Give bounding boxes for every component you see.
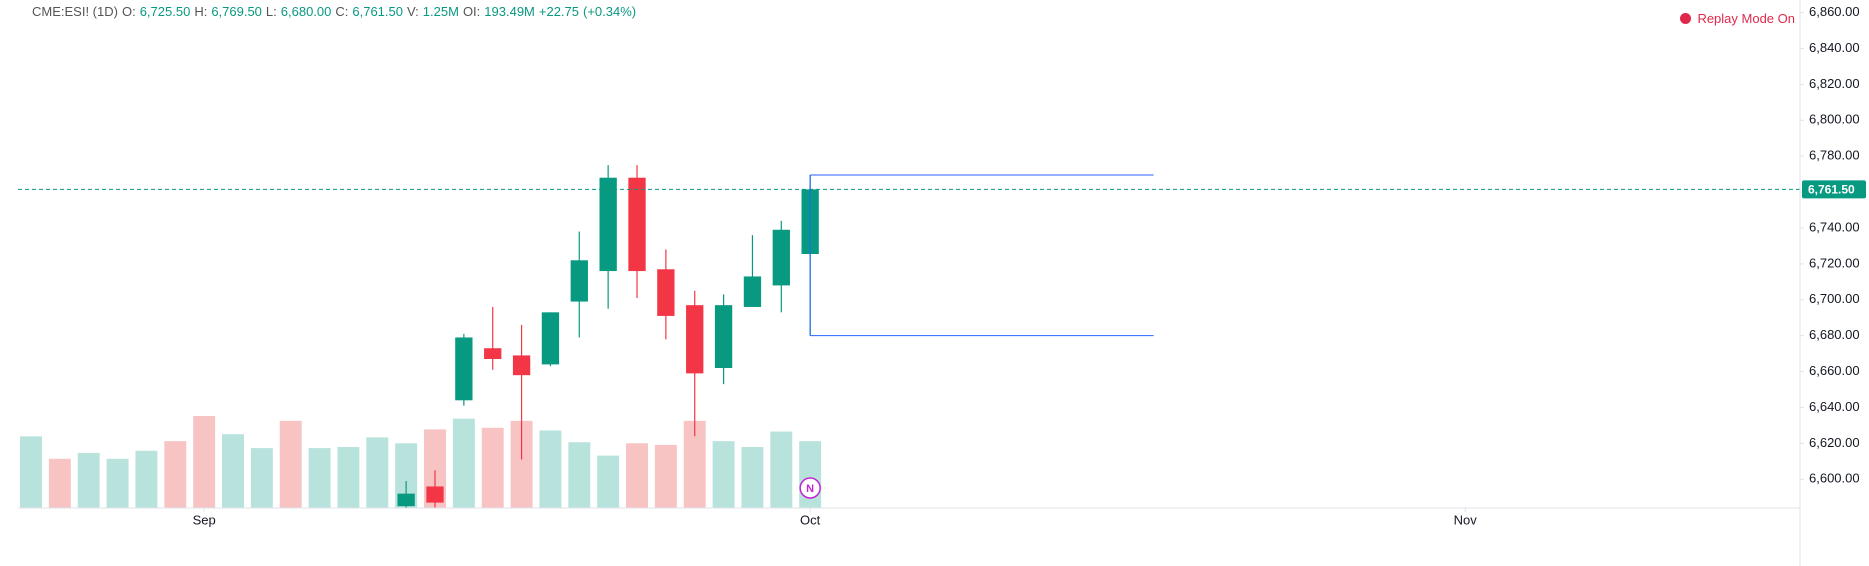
candle-body	[397, 493, 415, 507]
volume-bar	[135, 450, 158, 508]
legend-text: O:	[121, 4, 136, 19]
y-tick-label: 6,600.00	[1809, 471, 1860, 486]
volume-bar	[279, 420, 302, 508]
legend-text: CME:ESI! (1D)	[32, 4, 118, 19]
volume-bar	[683, 420, 706, 508]
legend-text: (+0.34%)	[583, 4, 637, 19]
volume-bar	[366, 437, 389, 508]
volume-bar	[164, 441, 187, 508]
volume-bar	[481, 427, 504, 508]
candle-body	[772, 229, 790, 286]
x-tick-label: Oct	[800, 512, 821, 527]
volume-bar	[510, 420, 533, 508]
volume-bar	[568, 442, 591, 508]
candle-body	[714, 305, 733, 368]
candle-body	[686, 305, 704, 374]
candle-body	[455, 337, 473, 401]
legend-text: 6,725.50	[139, 4, 191, 19]
volume-bar	[77, 452, 100, 508]
volume-bar	[250, 448, 273, 508]
candle-body	[570, 260, 588, 302]
y-tick-label: 6,860.00	[1809, 4, 1860, 19]
volume-bar	[20, 436, 42, 508]
y-tick-label: 6,640.00	[1809, 399, 1860, 414]
volume-bar	[337, 447, 360, 508]
volume-bar	[626, 443, 648, 508]
y-tick-label: 6,680.00	[1809, 327, 1860, 342]
legend-text: 193.49M	[484, 4, 535, 19]
candle-body	[512, 355, 531, 376]
volume-bar	[395, 443, 418, 508]
legend-text: OI:	[462, 4, 481, 19]
replay-status[interactable]: Replay Mode On	[1680, 11, 1795, 26]
volume-bar	[308, 448, 331, 508]
legend-text: H:	[194, 4, 208, 19]
volume-bar	[539, 430, 562, 508]
candle-body	[599, 177, 617, 272]
last-price-label: 6,761.50	[1808, 183, 1855, 197]
event-marker	[799, 477, 821, 499]
y-tick-label: 6,620.00	[1809, 435, 1860, 450]
candle-body	[541, 312, 560, 365]
volume-bar	[106, 458, 129, 508]
y-tick-label: 6,740.00	[1809, 219, 1860, 234]
legend-text: +22.75	[538, 4, 579, 19]
x-tick-label: Nov	[1454, 512, 1478, 527]
volume-bar	[770, 431, 793, 508]
candle-body	[628, 177, 646, 272]
volume-bar	[193, 416, 216, 508]
last-price-tag	[1802, 180, 1866, 199]
volume-bar	[452, 418, 475, 508]
volume-bar	[597, 455, 620, 508]
volume-bar	[741, 447, 764, 508]
legend-text: C:	[335, 4, 349, 19]
legend-text: L:	[265, 4, 277, 19]
legend-text: 6,680.00	[280, 4, 332, 19]
x-tick-label: Sep	[193, 512, 216, 527]
candle-body	[426, 486, 444, 503]
candle-body	[743, 276, 762, 307]
y-tick-label: 6,700.00	[1809, 291, 1860, 306]
volume-bar	[654, 444, 677, 508]
candle-body	[484, 348, 502, 360]
legend-text: 1.25M	[422, 4, 459, 19]
legend-text: V:	[406, 4, 419, 19]
y-tick-label: 6,840.00	[1809, 40, 1860, 55]
volume-bar	[222, 434, 244, 508]
volume-bar	[712, 441, 735, 508]
y-tick-label: 6,800.00	[1809, 112, 1860, 127]
y-tick-label: 6,780.00	[1809, 148, 1860, 163]
legend-text: 6,769.50	[211, 4, 262, 19]
candle-body	[657, 269, 675, 316]
legend-text: 6,761.50	[352, 4, 403, 19]
y-tick-label: 6,720.00	[1809, 255, 1860, 270]
volume-bar	[48, 458, 71, 508]
y-tick-label: 6,820.00	[1809, 76, 1860, 91]
y-tick-label: 6,660.00	[1809, 363, 1860, 378]
symbol-legend: CME:ESI! (1D) O: 6,725.50 H: 6,769.50 L: 6,680…	[32, 4, 640, 19]
event-marker-label: N	[806, 483, 814, 495]
